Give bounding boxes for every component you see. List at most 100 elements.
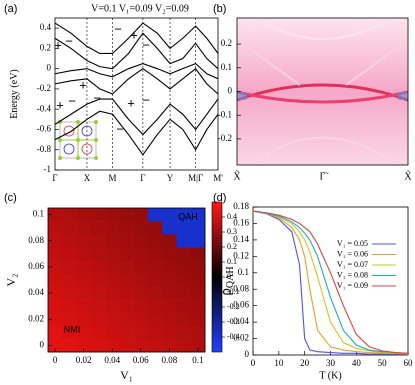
- parity-sign: −: [114, 21, 122, 36]
- heat-cell: [162, 208, 177, 222]
- parity-sign: +: [127, 95, 135, 110]
- colorbar-tick-label: 0.2: [227, 242, 237, 251]
- heat-cell: [133, 338, 149, 353]
- colorbar-tick-label: -0.3: [227, 317, 240, 326]
- heat-cell: [105, 299, 120, 314]
- series-line: [54, 98, 219, 136]
- heat-cell: [90, 299, 106, 314]
- panel-label: (d): [213, 192, 226, 204]
- x-tick-label: 60: [404, 358, 414, 368]
- x-tick-label: 40: [352, 358, 362, 368]
- heat-cell: [90, 234, 106, 248]
- parity-sign: +: [79, 77, 87, 92]
- x-tick-label: M': [213, 173, 223, 183]
- heat-cell: [90, 338, 106, 353]
- heat-cell: [119, 234, 134, 248]
- y-tick-label: -0.8: [37, 144, 52, 154]
- y-tick-label: -0.2: [218, 133, 232, 143]
- heat-cell: [176, 208, 192, 222]
- series-line: [54, 62, 219, 80]
- heat-cell: [162, 299, 177, 314]
- heat-cell: [162, 312, 177, 327]
- series-line: [54, 32, 219, 70]
- heat-cell: [90, 221, 106, 235]
- parity-sign: −: [142, 92, 150, 107]
- y-tick-label: 0.06: [233, 300, 249, 310]
- x-tick-label: 0.04: [104, 355, 120, 365]
- heat-cell: [76, 221, 92, 235]
- heat-cell: [133, 234, 149, 248]
- x-tick-label: Γ: [52, 173, 57, 183]
- heat-cell: [133, 286, 149, 300]
- heat-cell: [62, 221, 77, 235]
- plot-frame: [252, 206, 409, 356]
- y-tick-label: 0.02: [28, 313, 44, 323]
- heat-cell: [147, 208, 163, 222]
- y-tick-label: -0.2: [37, 83, 51, 93]
- heat-cell: [119, 286, 134, 300]
- heat-cell: [119, 312, 134, 327]
- heat-cell: [147, 299, 163, 314]
- y-tick-label: 0.08: [233, 283, 249, 293]
- heat-cell: [48, 338, 63, 353]
- heat-cell: [105, 247, 120, 261]
- colorbar-tick-label: 0.1: [227, 257, 237, 266]
- heat-cell: [48, 247, 63, 261]
- series-line: [252, 210, 409, 354]
- heat-cell: [176, 286, 192, 300]
- heat-cell: [62, 273, 77, 287]
- parity-sign: −: [93, 90, 101, 105]
- x-tick-label: Γ: [140, 173, 145, 183]
- heat-cell: [90, 325, 106, 340]
- spectral-image: [236, 17, 409, 166]
- y-tick-label: 0: [228, 86, 233, 96]
- heat-cell: [176, 221, 192, 235]
- heat-cell: [190, 299, 206, 314]
- heat-cell: [62, 286, 77, 300]
- plot-frame: [47, 207, 206, 353]
- x-tick-label: 0.08: [161, 355, 177, 365]
- heat-cell: [176, 273, 192, 287]
- heat-cell: [190, 221, 206, 235]
- x-tick-label: 0: [251, 358, 256, 368]
- y-tick-label: -0.4: [37, 103, 52, 113]
- heat-cell: [105, 273, 120, 287]
- panel-label: (a): [4, 3, 17, 15]
- legend-label: V₁ = 0.09: [337, 281, 368, 290]
- heat-cell: [119, 260, 134, 274]
- x-tick-label: M|Γ: [188, 173, 203, 183]
- heat-cell: [90, 286, 106, 300]
- heat-cell: [48, 260, 63, 274]
- y-tick-label: 0.12: [233, 250, 249, 260]
- colorbar-tick-label: -0.2: [227, 302, 240, 311]
- heat-cell: [76, 325, 92, 340]
- y-tick-label: -1: [44, 164, 52, 174]
- heat-cell: [190, 234, 206, 248]
- heat-cell: [105, 260, 120, 274]
- y-tick-label: 0.1: [221, 62, 232, 72]
- y-axis-label-main: Energy (eV): [9, 69, 20, 119]
- heat-cell: [162, 260, 177, 274]
- heat-cell: [76, 338, 92, 353]
- colorbar-tick-label: -0.4: [227, 332, 240, 341]
- y-tick-label: 0.04: [233, 316, 249, 326]
- heat-cell: [62, 208, 77, 222]
- heat-cell: [176, 312, 192, 327]
- heat-cell: [190, 260, 206, 274]
- heat-cell: [190, 247, 206, 261]
- heat-cell: [162, 247, 177, 261]
- heat-cell: [133, 208, 149, 222]
- y-tick-label: 0.4: [40, 22, 52, 32]
- panel-label: (c): [4, 192, 17, 204]
- parity-sign: +: [56, 97, 64, 112]
- y-tick-label: 0.1: [33, 209, 44, 219]
- heat-cell: [176, 247, 192, 261]
- heat-cell: [190, 312, 206, 327]
- x-tick-label: X: [84, 173, 91, 183]
- x-tick-label: 0.06: [133, 355, 149, 365]
- heat-cell: [133, 325, 149, 340]
- heat-cell: [105, 221, 120, 235]
- heat-cell: [76, 260, 92, 274]
- heat-cell: [147, 312, 163, 327]
